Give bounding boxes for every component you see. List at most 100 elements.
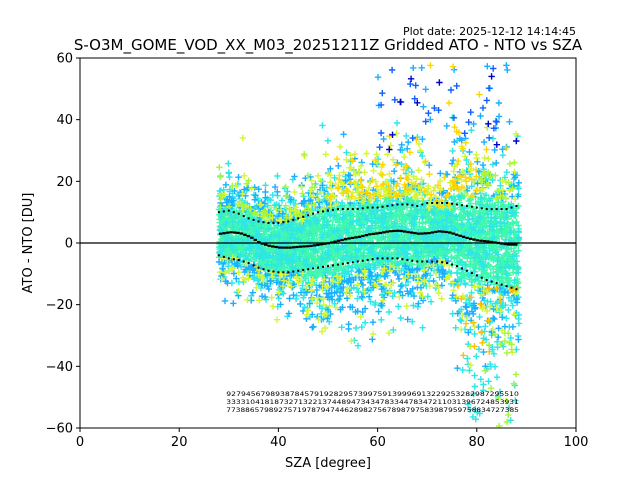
lower-percentile-dot: [436, 260, 439, 263]
lower-percentile-dot: [327, 265, 329, 268]
lower-percentile-dot: [515, 288, 518, 291]
lower-percentile-dot: [485, 279, 488, 281]
upper-percentile-dot: [346, 208, 349, 211]
upper-percentile-dot: [322, 210, 325, 213]
lower-percentile-dot: [322, 265, 325, 268]
lower-percentile-dot: [287, 271, 290, 274]
scatter-points-layer: [215, 62, 523, 428]
x-tick-label: 0: [76, 435, 84, 450]
x-tick-label: 60: [369, 435, 386, 450]
lower-percentile-dot: [356, 260, 359, 263]
scatter-marker-group: [216, 124, 520, 428]
upper-percentile-dot: [381, 205, 384, 208]
y-tick-label: 0: [65, 237, 73, 252]
lower-percentile-dot: [242, 260, 245, 263]
lower-percentile-dot: [460, 267, 463, 270]
lower-percentile-dot: [381, 257, 384, 260]
upper-percentile-dot: [252, 218, 255, 221]
upper-percentile-dot: [416, 205, 419, 207]
upper-percentile-dot: [341, 208, 344, 211]
x-axis-label: SZA [degree]: [285, 456, 371, 471]
upper-percentile-dot: [465, 205, 468, 207]
upper-percentile-dot: [366, 206, 369, 209]
upper-percentile-dot: [262, 221, 265, 224]
upper-percentile-dot: [515, 205, 518, 207]
x-axis: 0 20 40 60 80 100: [76, 428, 589, 450]
lower-percentile-dot: [455, 265, 458, 268]
lower-percentile-dot: [346, 262, 349, 265]
upper-percentile-dot: [307, 214, 310, 217]
lower-percentile-dot: [307, 268, 310, 271]
lower-percentile-dot: [222, 255, 225, 258]
lower-percentile-dot: [465, 269, 468, 272]
upper-percentile-dot: [217, 211, 220, 214]
y-tick-label: −20: [46, 298, 73, 313]
lower-percentile-dot: [416, 260, 419, 263]
lower-percentile-dot: [227, 257, 230, 260]
upper-percentile-dot: [500, 208, 503, 211]
lower-percentile-dot: [237, 258, 240, 261]
count-row: 9279456798938784579192829573997591399969…: [226, 391, 519, 398]
upper-percentile-dot: [312, 212, 315, 215]
upper-percentile-dot: [436, 201, 439, 204]
y-tick-label: −60: [46, 422, 73, 437]
upper-percentile-dot: [351, 208, 354, 211]
scatter-marker-group: [454, 282, 520, 359]
upper-percentile-dot: [356, 208, 359, 211]
y-tick-label: 20: [56, 175, 73, 190]
upper-percentile-dot: [426, 201, 429, 204]
x-tick-label: 100: [564, 435, 589, 450]
count-annotations: 9279456798938784579192829573997591399969…: [226, 391, 519, 414]
lower-percentile-dot: [510, 286, 513, 289]
upper-percentile-dot: [272, 221, 275, 224]
plot-date-subtitle: Plot date: 2025-12-12 14:14:45: [403, 25, 576, 38]
upper-percentile-dot: [287, 220, 290, 223]
upper-percentile-dot: [302, 215, 305, 218]
upper-percentile-dot: [431, 201, 434, 204]
lower-percentile-dot: [252, 264, 255, 267]
lower-percentile-dot: [396, 257, 399, 260]
lower-percentile-dot: [411, 259, 414, 262]
upper-percentile-dot: [227, 209, 230, 212]
lower-percentile-dot: [272, 270, 275, 273]
lower-percentile-dot: [341, 262, 344, 265]
upper-percentile-dot: [401, 203, 404, 206]
lower-percentile-dot: [490, 280, 493, 283]
x-tick-label: 20: [171, 435, 188, 450]
lower-percentile-dot: [282, 271, 285, 274]
upper-percentile-dot: [505, 208, 508, 211]
upper-percentile-dot: [460, 204, 463, 207]
lower-percentile-dot: [366, 258, 369, 261]
lower-percentile-dot: [267, 269, 270, 272]
lower-percentile-dot: [336, 263, 339, 266]
upper-percentile-dot: [317, 211, 320, 214]
lower-percentile-dot: [475, 274, 478, 277]
lower-percentile-dot: [386, 257, 389, 260]
scatter-marker-group: [376, 65, 500, 151]
upper-percentile-dot: [282, 221, 285, 224]
upper-percentile-dot: [222, 210, 225, 213]
upper-percentile-dot: [421, 203, 424, 206]
upper-percentile-dot: [371, 206, 374, 209]
upper-percentile-dot: [411, 204, 414, 207]
lower-percentile-dot: [361, 259, 364, 262]
lower-percentile-dot: [217, 254, 220, 257]
y-tick-label: 40: [56, 113, 73, 128]
lower-percentile-dot: [505, 285, 508, 288]
upper-percentile-dot: [406, 203, 409, 206]
scatter-marker-group: [386, 73, 520, 153]
y-axis-label: ATO - NTO [DU]: [21, 193, 36, 294]
upper-percentile-dot: [446, 201, 449, 204]
y-tick-label: 60: [56, 52, 73, 67]
upper-percentile-dot: [490, 208, 493, 211]
upper-percentile-dot: [257, 220, 260, 223]
statistics-lines-layer: [80, 201, 576, 291]
lower-percentile-dot: [331, 264, 334, 267]
upper-percentile-dot: [297, 217, 300, 220]
lower-percentile-dot: [376, 257, 379, 260]
upper-percentile-dot: [277, 221, 280, 224]
upper-percentile-dot: [361, 207, 364, 210]
y-axis: −60 −40 −20 0 20 40 60: [46, 52, 80, 437]
